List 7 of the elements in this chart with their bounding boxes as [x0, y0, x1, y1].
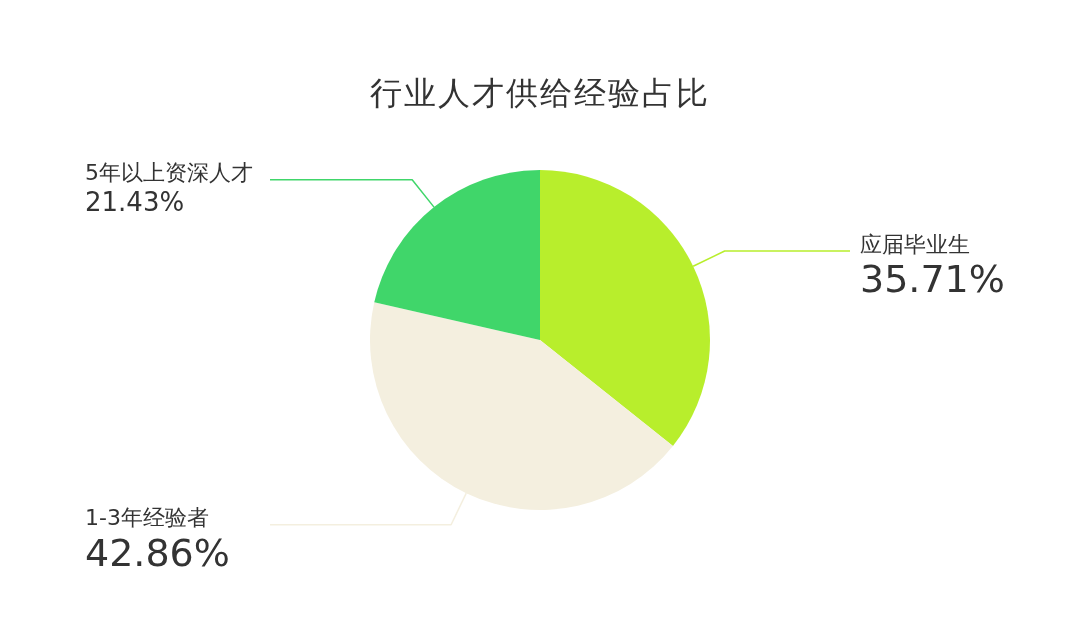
- data-label: 42.86%: [85, 530, 230, 575]
- slice-label: 1-3年经验者: [85, 505, 209, 531]
- data-label: 35.71%: [860, 256, 1005, 301]
- slice-label: 应届毕业生: [860, 231, 970, 257]
- slice-label: 5年以上资深人才: [85, 160, 253, 186]
- chart-title: 行业人才供给经验占比: [369, 73, 711, 114]
- data-label: 21.43%: [85, 187, 185, 218]
